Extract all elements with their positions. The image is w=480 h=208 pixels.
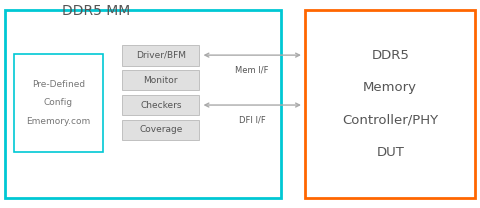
Text: Mem I/F: Mem I/F — [235, 65, 269, 74]
Text: Pre-Defined: Pre-Defined — [32, 80, 85, 89]
Text: DDR5: DDR5 — [372, 49, 409, 62]
Bar — [5, 10, 281, 198]
Bar — [122, 45, 199, 66]
Bar — [122, 95, 199, 115]
Text: DDR5 MM: DDR5 MM — [62, 4, 131, 18]
Text: Checkers: Checkers — [140, 100, 181, 110]
Text: DFI I/F: DFI I/F — [239, 115, 265, 124]
Text: Config: Config — [44, 98, 73, 108]
Text: Driver/BFM: Driver/BFM — [136, 51, 186, 60]
Text: Controller/PHY: Controller/PHY — [342, 114, 438, 127]
Bar — [122, 70, 199, 90]
Text: Monitor: Monitor — [144, 76, 178, 85]
Bar — [14, 54, 103, 152]
Bar — [305, 10, 475, 198]
Text: Ememory.com: Ememory.com — [26, 117, 91, 126]
Text: DUT: DUT — [376, 146, 404, 159]
Bar — [122, 120, 199, 140]
Text: Coverage: Coverage — [139, 125, 182, 135]
Text: Memory: Memory — [363, 81, 417, 94]
